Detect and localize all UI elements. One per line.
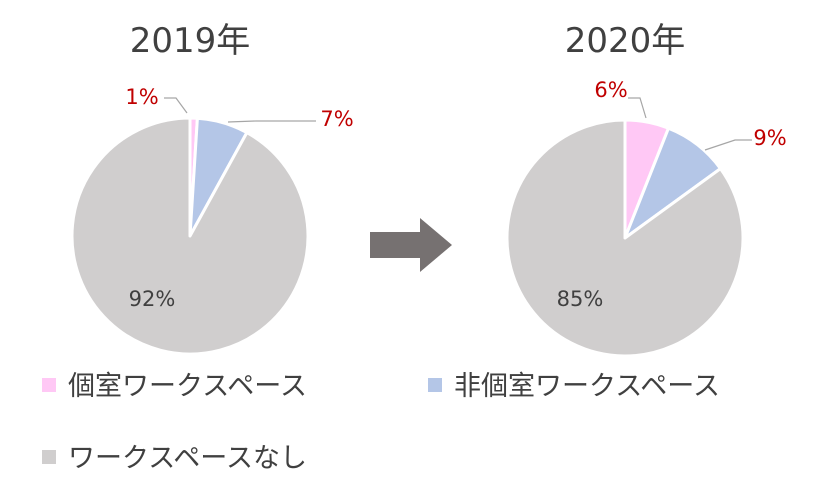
data-label-2019-non-private: 7%	[320, 107, 353, 131]
legend-swatch-non-private	[428, 378, 442, 392]
data-label-2020-non-private: 9%	[753, 126, 786, 150]
leader-line-2020-non-private	[704, 139, 752, 151]
leader-line-2019-non-private	[227, 120, 316, 123]
data-label-2020-none: 85%	[557, 287, 604, 311]
legend: 個室ワークスペース 非個室ワークスペース ワークスペースなし	[42, 371, 720, 474]
chart-title-2019: 2019年	[130, 21, 251, 61]
legend-item-private: 個室ワークスペース	[42, 371, 307, 402]
arrow-right-icon	[370, 218, 452, 272]
legend-label-private: 個室ワークスペース	[68, 371, 307, 402]
legend-label-non-private: 非個室ワークスペース	[454, 371, 720, 402]
pie-slice-2020-none	[505, 118, 745, 358]
pie-chart-2020: 2020年 6% 9% 85%	[505, 21, 787, 358]
pie-slice-2019-none	[70, 116, 310, 356]
leader-line-2019-private	[164, 97, 188, 114]
chart-title-2020: 2020年	[565, 21, 686, 61]
data-label-2019-none: 92%	[129, 287, 176, 311]
legend-swatch-none	[42, 450, 56, 464]
pie-chart-2019: 2019年 1% 7% 92%	[70, 21, 354, 356]
data-label-2019-private: 1%	[125, 85, 158, 109]
legend-item-none: ワークスペースなし	[42, 443, 307, 474]
legend-item-non-private: 非個室ワークスペース	[428, 371, 720, 402]
legend-label-none: ワークスペースなし	[68, 443, 307, 474]
leader-line-2020-private	[628, 97, 647, 119]
data-label-2020-private: 6%	[594, 78, 627, 102]
legend-swatch-private	[42, 378, 56, 392]
